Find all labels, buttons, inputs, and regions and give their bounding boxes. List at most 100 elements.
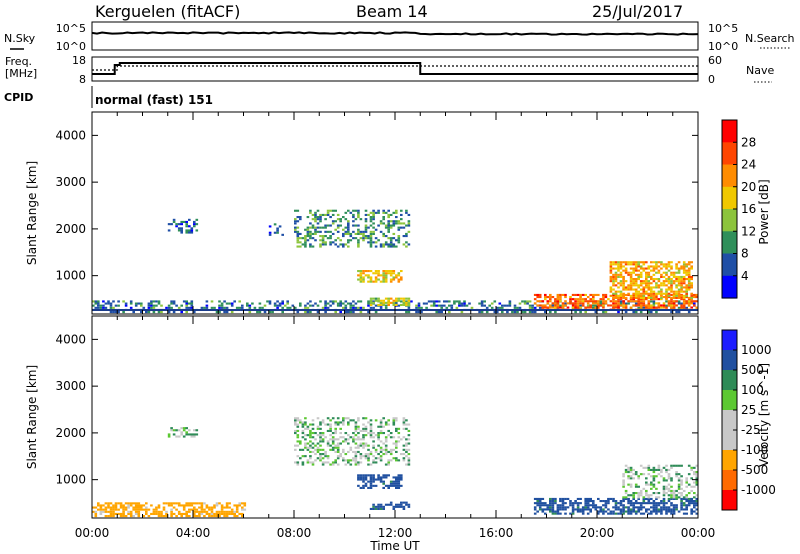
echo-cell bbox=[392, 419, 396, 422]
echo-cell bbox=[639, 304, 643, 307]
echo-cell bbox=[536, 497, 539, 500]
echo-cell bbox=[675, 296, 678, 299]
echo-cell bbox=[655, 512, 658, 515]
echo-cell bbox=[339, 421, 342, 424]
echo-cell bbox=[544, 311, 547, 314]
echo-cell bbox=[632, 293, 635, 296]
echo-cell bbox=[407, 463, 411, 466]
echo-cell bbox=[612, 292, 615, 295]
echo-cell bbox=[299, 245, 302, 248]
echo-cell bbox=[609, 271, 613, 274]
echo-cell bbox=[665, 506, 668, 509]
echo-cell bbox=[627, 292, 630, 295]
date-label: 25/Jul/2017 bbox=[592, 2, 683, 21]
echo-cell bbox=[632, 278, 635, 281]
echo-cell bbox=[364, 453, 368, 456]
echo-cell bbox=[347, 245, 350, 248]
echo-cell bbox=[496, 306, 499, 309]
echo-cell bbox=[650, 294, 653, 297]
echo-cell bbox=[342, 436, 345, 439]
echo-cell bbox=[682, 286, 686, 289]
echo-cell bbox=[225, 311, 229, 314]
echo-cell bbox=[364, 224, 368, 227]
echo-cell bbox=[314, 444, 317, 447]
echo-cell bbox=[190, 227, 194, 230]
echo-cell bbox=[157, 504, 161, 507]
echo-cell bbox=[364, 434, 368, 437]
echo-cell bbox=[367, 448, 370, 451]
echo-cell bbox=[230, 510, 234, 513]
echo-cell bbox=[387, 245, 390, 248]
echo-cell bbox=[200, 512, 204, 515]
echo-cell bbox=[382, 280, 385, 283]
echo-cell bbox=[296, 425, 300, 428]
echo-cell bbox=[672, 494, 676, 497]
echo-cell bbox=[336, 245, 340, 248]
echo-cell bbox=[137, 504, 141, 507]
echo-cell bbox=[665, 468, 668, 471]
echo-cell bbox=[306, 235, 310, 238]
echo-cell bbox=[622, 294, 625, 297]
echo-cell bbox=[357, 228, 360, 231]
echo-cell bbox=[642, 290, 646, 293]
echo-cell bbox=[384, 274, 388, 277]
echo-cell bbox=[331, 438, 335, 441]
echo-cell bbox=[342, 216, 345, 219]
echo-cell bbox=[316, 425, 320, 428]
echo-cell bbox=[655, 311, 658, 314]
echo-cell bbox=[150, 512, 153, 515]
echo-cell bbox=[556, 300, 560, 303]
echo-cell bbox=[359, 486, 363, 489]
echo-cell bbox=[367, 455, 370, 458]
echo-cell bbox=[225, 504, 229, 507]
echo-cell bbox=[685, 485, 688, 488]
echo-cell bbox=[685, 479, 688, 482]
echo-cell bbox=[402, 457, 406, 460]
echo-cell bbox=[97, 302, 100, 305]
echo-cell bbox=[243, 504, 247, 507]
echo-cell bbox=[609, 288, 613, 291]
echo-cell bbox=[402, 419, 406, 422]
echo-cell bbox=[311, 436, 315, 439]
echo-cell bbox=[372, 218, 375, 221]
echo-cell bbox=[389, 484, 393, 487]
echo-cell bbox=[177, 306, 181, 309]
echo-cell bbox=[374, 311, 378, 314]
echo-cell bbox=[147, 304, 151, 307]
echo-cell bbox=[607, 304, 610, 307]
echo-cell bbox=[294, 423, 297, 426]
echo-cell bbox=[306, 446, 310, 449]
echo-cell bbox=[372, 455, 375, 458]
echo-cell bbox=[432, 300, 436, 303]
echo-cell bbox=[395, 419, 398, 422]
echo-cell bbox=[359, 478, 363, 481]
echo-cell bbox=[367, 304, 370, 307]
echo-cell bbox=[379, 505, 383, 508]
echo-cell bbox=[395, 450, 398, 453]
echo-cell bbox=[528, 306, 532, 309]
echo-cell bbox=[392, 303, 396, 306]
echo-cell bbox=[382, 211, 385, 214]
echo-cell bbox=[632, 284, 635, 287]
echo-cell bbox=[117, 311, 120, 314]
echo-cell bbox=[233, 512, 236, 515]
echo-cell bbox=[193, 510, 196, 513]
echo-cell bbox=[672, 282, 676, 285]
echo-cell bbox=[369, 476, 373, 479]
echo-cell bbox=[362, 438, 365, 441]
echo-cell bbox=[675, 286, 678, 289]
echo-cell bbox=[493, 300, 497, 303]
y-tick-label: 2000 bbox=[55, 222, 86, 236]
echo-cell bbox=[415, 311, 418, 314]
echo-cell bbox=[677, 292, 681, 295]
echo-cell bbox=[650, 475, 653, 478]
echo-cell bbox=[384, 306, 388, 309]
echo-cell bbox=[662, 479, 666, 482]
colorbar-cell bbox=[722, 410, 737, 431]
echo-cell bbox=[629, 475, 633, 478]
echo-cell bbox=[155, 510, 158, 513]
echo-cell bbox=[650, 304, 653, 307]
echo-cell bbox=[220, 512, 224, 515]
echo-cell bbox=[102, 508, 105, 511]
echo-cell bbox=[612, 500, 615, 503]
